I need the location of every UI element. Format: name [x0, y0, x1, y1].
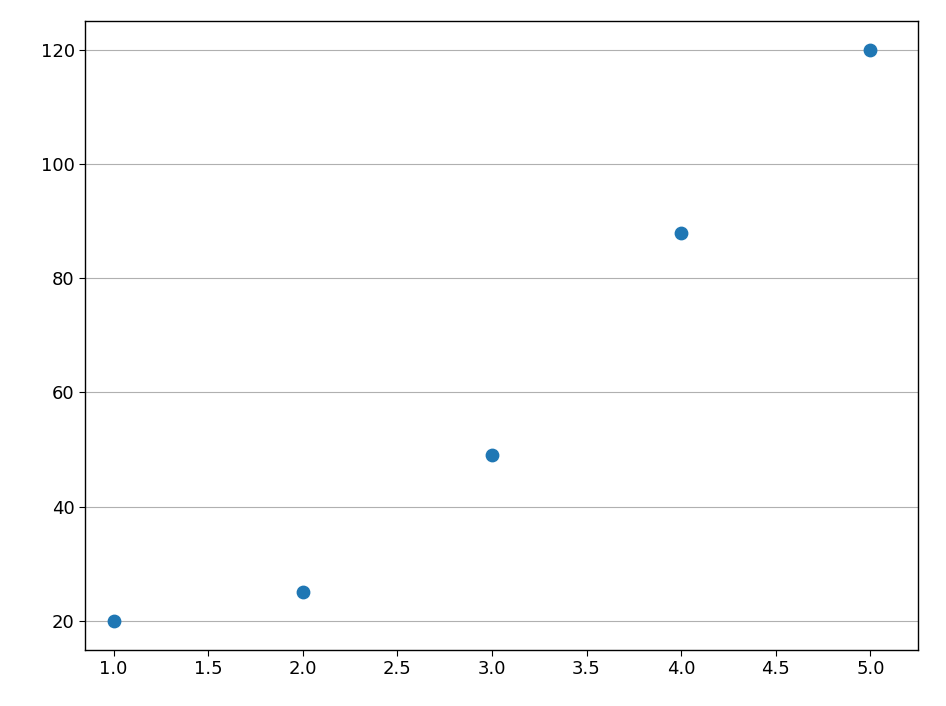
Point — [863, 44, 878, 55]
Point — [295, 587, 310, 598]
Point — [106, 616, 121, 627]
Point — [484, 450, 499, 461]
Point — [674, 227, 689, 238]
